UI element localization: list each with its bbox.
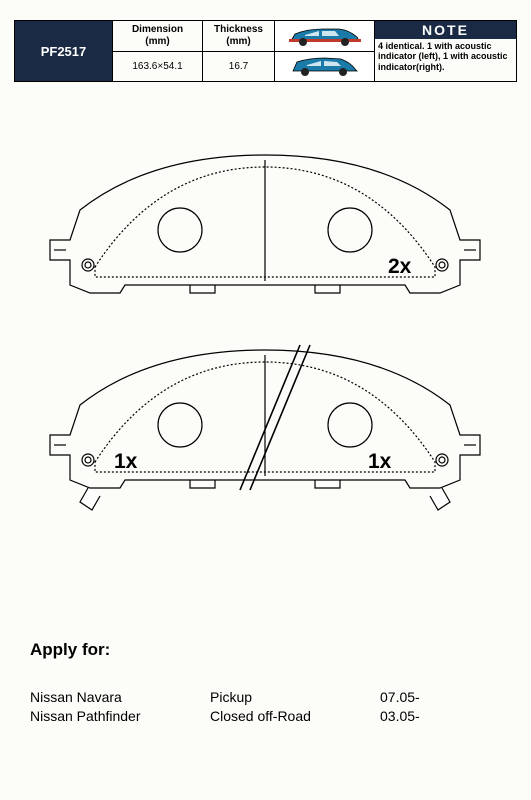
- apply-model: Nissan Navara: [30, 688, 210, 707]
- bottom-left-qty: 1x: [114, 450, 137, 474]
- hatch-icon-cell: [275, 52, 374, 82]
- dimension-label: Dimension: [132, 24, 183, 36]
- dimension-header: Dimension (mm): [113, 21, 202, 52]
- apply-body: Pickup: [210, 688, 380, 707]
- top-pad: [50, 155, 480, 293]
- sedan-icon: [285, 25, 365, 47]
- apply-date: 03.05-: [380, 707, 470, 726]
- apply-body: Closed off-Road: [210, 707, 380, 726]
- apply-model: Nissan Pathfinder: [30, 707, 210, 726]
- thickness-label: Thickness: [214, 24, 263, 36]
- apply-date: 07.05-: [380, 688, 470, 707]
- thickness-value: 16.7: [203, 52, 274, 82]
- apply-row: Nissan Pathfinder Closed off-Road 03.05-: [30, 707, 500, 726]
- bottom-right-qty: 1x: [368, 450, 391, 474]
- pad-svg: [40, 145, 491, 515]
- sedan-icon-cell: [275, 21, 374, 52]
- apply-row: Nissan Navara Pickup 07.05-: [30, 688, 500, 707]
- bottom-pad: [50, 345, 480, 510]
- apply-section: Apply for: Nissan Navara Pickup 07.05- N…: [30, 640, 500, 726]
- top-pad-qty: 2x: [388, 255, 411, 279]
- note-title: NOTE: [375, 21, 516, 39]
- hatch-icon: [285, 55, 365, 77]
- car-icon-column: [275, 21, 375, 81]
- thickness-column: Thickness (mm) 16.7: [203, 21, 275, 81]
- brake-pad-diagram: 2x 1x 1x: [40, 145, 491, 515]
- part-number: PF2517: [15, 21, 113, 81]
- dimension-value: 163.6×54.1: [113, 52, 202, 82]
- dimension-column: Dimension (mm) 163.6×54.1: [113, 21, 203, 81]
- dimension-unit: (mm): [145, 36, 169, 48]
- apply-title: Apply for:: [30, 640, 500, 660]
- spec-header: PF2517 Dimension (mm) 163.6×54.1 Thickne…: [14, 20, 517, 82]
- note-text: 4 identical. 1 with acoustic indicator (…: [375, 39, 516, 81]
- thickness-header: Thickness (mm): [203, 21, 274, 52]
- note-column: NOTE 4 identical. 1 with acoustic indica…: [375, 21, 516, 81]
- thickness-unit: (mm): [226, 36, 250, 48]
